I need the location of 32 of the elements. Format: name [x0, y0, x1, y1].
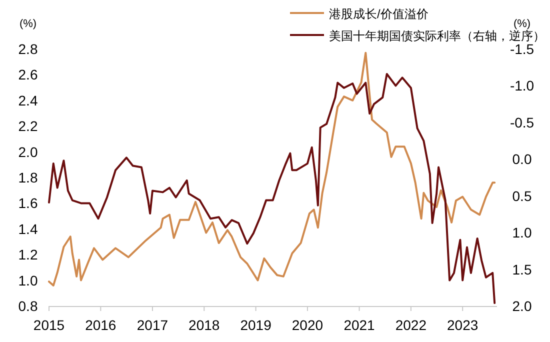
y2-tick-label: -1.0	[510, 78, 534, 94]
y-tick-label: 1.6	[18, 195, 38, 212]
y2-tick-label: -1.5	[510, 41, 534, 57]
y-axis-title: (%)	[19, 18, 37, 30]
y-tick-label: 2.6	[18, 66, 38, 83]
x-tick-label: 2023	[447, 317, 478, 333]
x-tick-label: 2022	[395, 317, 427, 333]
y-tick-label: 2.8	[18, 41, 38, 57]
y-tick-label: 2.2	[18, 118, 38, 134]
y2-tick-label: 0.5	[512, 188, 532, 204]
y2-tick-label: -0.5	[510, 114, 534, 130]
y2-tick-label: 0.0	[512, 151, 532, 168]
x-tick-label: 2015	[33, 317, 65, 333]
x-tick-label: 2019	[240, 317, 272, 333]
x-tick-label: 2021	[344, 317, 376, 333]
y-tick-label: 2.0	[18, 144, 38, 160]
y2-tick-label: 2.0	[512, 298, 532, 314]
y-tick-label: 0.8	[18, 298, 38, 314]
y-tick-label: 1.2	[18, 246, 38, 263]
x-tick-label: 2018	[188, 317, 220, 333]
y2-axis-title: (%)	[513, 18, 531, 30]
legend-label: 美国十年期国债实际利率（右轴，逆序）	[329, 29, 545, 43]
y2-tick-label: 1.0	[512, 224, 532, 241]
y2-tick-label: 1.5	[512, 261, 532, 278]
y-tick-label: 1.4	[18, 220, 38, 237]
legend-label: 港股成长/价值溢价	[329, 7, 428, 21]
y-tick-label: 1.8	[18, 170, 38, 186]
y-tick-label: 1.0	[18, 272, 38, 288]
x-tick-label: 2016	[85, 317, 116, 333]
x-tick-label: 2017	[136, 317, 168, 333]
y-tick-label: 2.4	[18, 92, 38, 108]
x-tick-label: 2020	[292, 317, 324, 333]
